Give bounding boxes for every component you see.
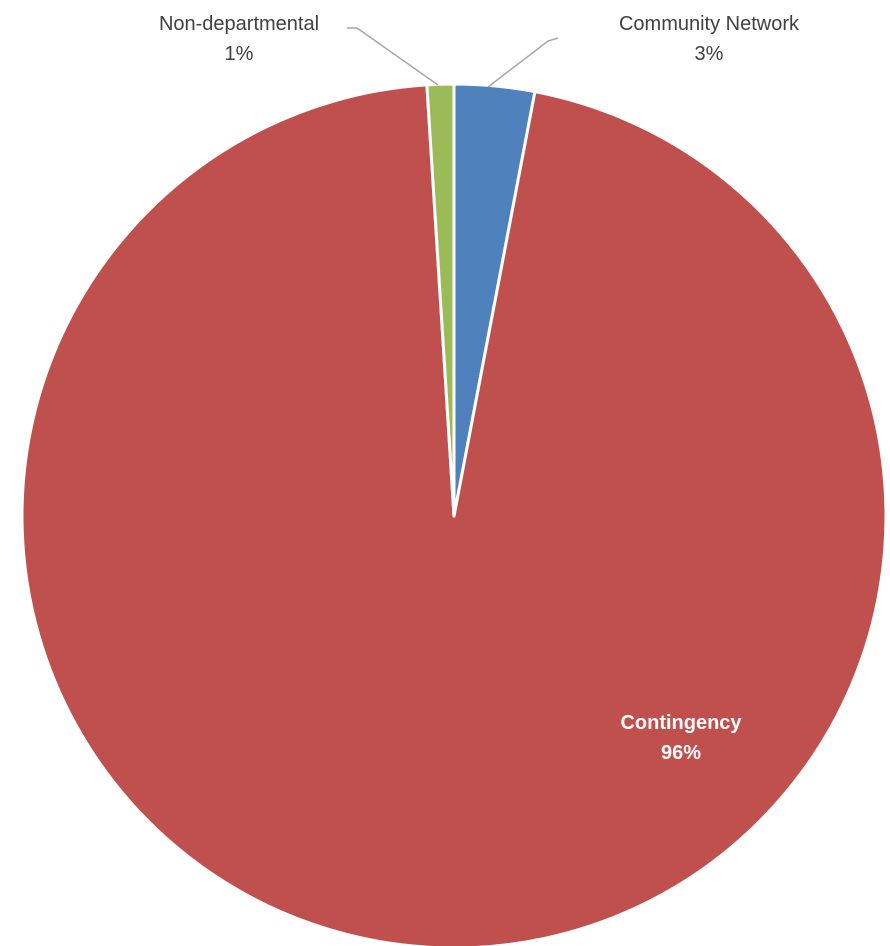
data-label-non-departmental: Non-departmental 1% — [159, 13, 319, 65]
data-label-category: Non-departmental — [159, 13, 319, 35]
leader-line-community-network — [487, 37, 559, 88]
data-label-category: Contingency — [620, 712, 742, 734]
data-label-percent: 1% — [225, 43, 254, 65]
pie-slice-non-departmental — [425, 82, 456, 518]
leader-line-non-departmental — [347, 27, 439, 86]
data-label-percent: 96% — [661, 742, 701, 764]
leader-lines — [347, 27, 559, 88]
data-label-community-network: Community Network 3% — [619, 13, 800, 65]
pie-slices — [20, 82, 888, 946]
data-label-category: Community Network — [619, 13, 800, 35]
data-labels: Community Network 3% Contingency 96% Non-dep… — [159, 13, 800, 764]
data-label-percent: 3% — [695, 43, 724, 65]
data-label-contingency: Contingency 96% — [620, 712, 742, 764]
pie-slice-contingency — [20, 83, 888, 946]
